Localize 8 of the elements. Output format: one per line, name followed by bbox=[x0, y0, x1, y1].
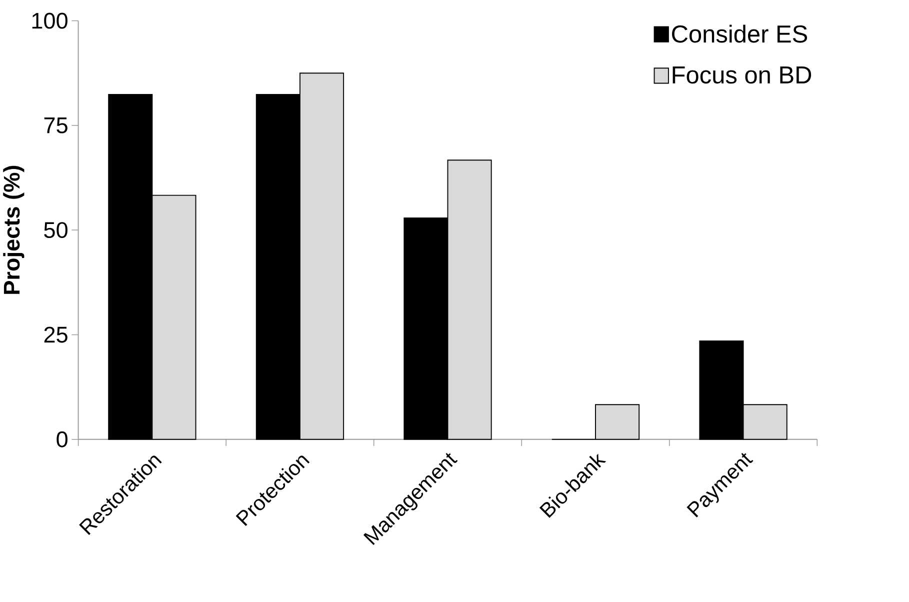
y-tick-label: 50 bbox=[44, 222, 68, 238]
y-tick-label: 0 bbox=[56, 431, 68, 448]
legend-label: Consider ES bbox=[672, 24, 808, 43]
y-tick-label: 25 bbox=[44, 326, 68, 343]
y-tick-label: 75 bbox=[44, 118, 68, 134]
legend-label: Focus on BD bbox=[672, 66, 812, 84]
y-axis-title: Projects (%) bbox=[3, 166, 24, 294]
y-tick-label: 100 bbox=[32, 12, 68, 29]
